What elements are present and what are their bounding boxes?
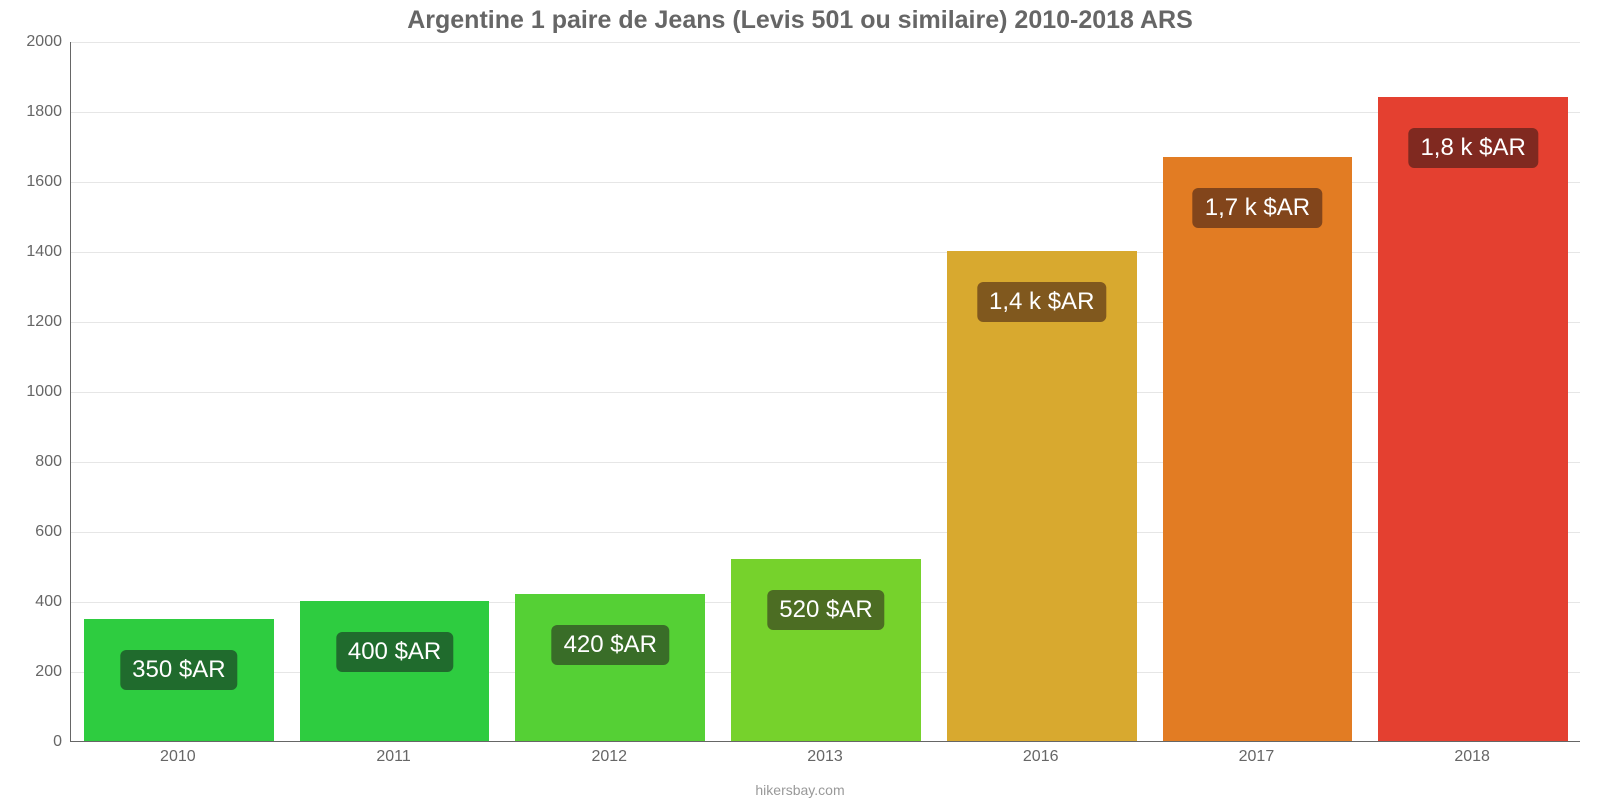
bar xyxy=(1163,157,1353,742)
gridline xyxy=(71,42,1580,43)
y-tick-label: 1200 xyxy=(26,313,62,331)
bar-value-label: 420 $AR xyxy=(552,625,669,665)
gridline xyxy=(71,252,1580,253)
y-tick-label: 1600 xyxy=(26,173,62,191)
y-tick-label: 800 xyxy=(35,453,62,471)
bar-value-label: 1,4 k $AR xyxy=(977,282,1106,322)
y-tick-label: 2000 xyxy=(26,33,62,51)
x-tick-label: 2011 xyxy=(376,748,410,766)
gridline xyxy=(71,112,1580,113)
x-tick-label: 2018 xyxy=(1454,748,1490,766)
gridline xyxy=(71,322,1580,323)
x-tick-label: 2013 xyxy=(807,748,843,766)
bar xyxy=(731,559,921,741)
gridline xyxy=(71,182,1580,183)
bar-value-label: 1,8 k $AR xyxy=(1408,128,1537,168)
x-tick-label: 2010 xyxy=(160,748,196,766)
bar-value-label: 520 $AR xyxy=(767,590,884,630)
x-tick-label: 2017 xyxy=(1239,748,1275,766)
bar-value-label: 350 $AR xyxy=(120,650,237,690)
y-tick-label: 600 xyxy=(35,523,62,541)
y-tick-label: 200 xyxy=(35,663,62,681)
chart-caption: hikersbay.com xyxy=(0,782,1600,798)
chart-title: Argentine 1 paire de Jeans (Levis 501 ou… xyxy=(0,6,1600,35)
x-tick-label: 2012 xyxy=(591,748,627,766)
x-tick-label: 2016 xyxy=(1023,748,1059,766)
y-tick-label: 1400 xyxy=(26,243,62,261)
bar-chart: Argentine 1 paire de Jeans (Levis 501 ou… xyxy=(0,0,1600,800)
bar-value-label: 400 $AR xyxy=(336,632,453,672)
plot-area: 350 $AR 400 $AR 420 $AR 520 $AR 1,4 k $AR 1,7… xyxy=(70,42,1580,742)
bar xyxy=(515,594,705,741)
bar xyxy=(947,251,1137,741)
gridline xyxy=(71,462,1580,463)
y-tick-label: 1800 xyxy=(26,103,62,121)
y-tick-label: 400 xyxy=(35,593,62,611)
y-tick-label: 0 xyxy=(53,733,62,751)
bar xyxy=(1378,97,1568,741)
bar-value-label: 1,7 k $AR xyxy=(1193,188,1322,228)
gridline xyxy=(71,392,1580,393)
gridline xyxy=(71,532,1580,533)
y-tick-label: 1000 xyxy=(26,383,62,401)
